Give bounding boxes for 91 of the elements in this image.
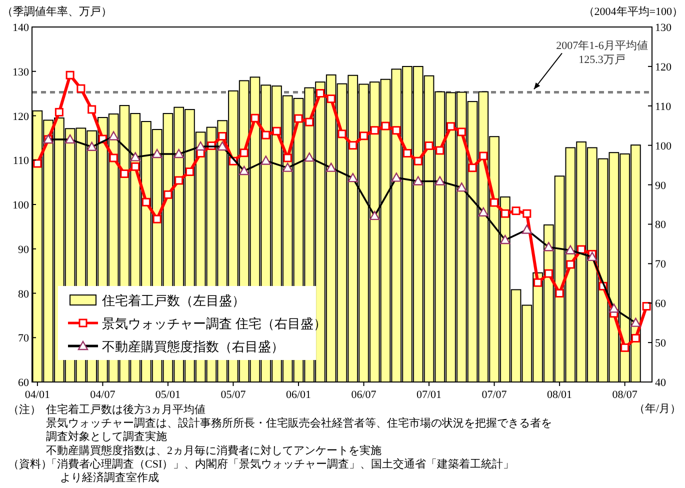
point [54, 108, 64, 116]
point [152, 214, 162, 224]
point [577, 245, 586, 254]
point [109, 154, 118, 162]
x-tick-label: 04/01 [24, 389, 50, 401]
point [436, 146, 444, 155]
y-tick-label: 60 [18, 377, 30, 389]
text: より経済調査室作成 [60, 471, 159, 484]
point [642, 302, 651, 311]
text: （注） [8, 403, 41, 416]
point [326, 94, 336, 104]
y2-axis-title: （2004年平均=100） [583, 6, 683, 18]
point [457, 128, 466, 136]
legend-label: 景気ウォッチャー調査 住宅（右目盛） [102, 316, 326, 331]
legend-label: 住宅着工戸数（左目盛） [101, 293, 245, 308]
point [522, 209, 532, 218]
ref-line-label: 2007年1-6月平均値 125.3万戸 [556, 40, 648, 66]
y-tick-label: 70 [18, 332, 30, 345]
y2-tick-label: 40 [655, 377, 666, 389]
x-tick-label: 06/07 [351, 389, 377, 401]
point [294, 114, 303, 123]
y-tick-label: 110 [12, 155, 30, 168]
x-tick-label: 06/01 [286, 389, 312, 401]
point [240, 148, 248, 158]
point [500, 209, 510, 218]
y-tick-label: 140 [12, 22, 30, 34]
y2-tick-label: 120 [655, 61, 672, 74]
point [403, 148, 412, 158]
y2-tick-label: 60 [655, 298, 666, 310]
text: 景気ウォッチャー調査は、設計事務所所長・住宅販売会社経営者等、住宅市場の状況を把握できる者を [46, 416, 552, 430]
text: 不動産購買態度指数は、2ヵ月毎に消費者に対してアンケートを実施 [46, 444, 382, 457]
point [555, 289, 564, 298]
point [305, 118, 314, 126]
point [142, 198, 150, 206]
y2-tick-label: 110 [655, 100, 672, 113]
x-tick-label: 07/01 [416, 389, 442, 401]
point [76, 84, 86, 93]
point [424, 141, 434, 150]
text: 調査対象として調査実施 [46, 430, 167, 444]
y2-tick-label: 70 [655, 258, 666, 271]
point [446, 122, 456, 131]
y-tick-label: 90 [18, 244, 30, 256]
y-axis-title: （季調値年率、万戸） [2, 5, 112, 18]
point [174, 176, 184, 185]
x-tick-label: 08/01 [547, 389, 572, 401]
legend-label: 不動産購買態度指数（右目盛） [102, 339, 284, 354]
point [272, 126, 281, 136]
point [360, 132, 368, 140]
point [250, 114, 260, 122]
point [479, 152, 488, 160]
point [66, 70, 74, 80]
point [348, 141, 358, 150]
point [490, 198, 499, 207]
x-tick-label: 08/07 [612, 389, 638, 401]
y2-tick-label: 50 [655, 338, 666, 350]
x-tick-label: 04/07 [90, 389, 116, 401]
point [468, 164, 477, 172]
x-axis-title: （年/月） [634, 403, 681, 415]
point [381, 122, 390, 130]
point [185, 168, 194, 176]
point [566, 260, 575, 269]
x-tick-label: 07/07 [482, 389, 508, 401]
point [316, 89, 324, 98]
point [414, 156, 422, 166]
point [218, 132, 227, 141]
point [620, 343, 630, 352]
point [283, 154, 292, 162]
point [262, 130, 270, 140]
point [534, 278, 542, 287]
point [338, 130, 346, 138]
point [392, 126, 401, 135]
point [164, 190, 172, 199]
y-tick-label: 130 [12, 66, 30, 78]
x-tick-label: 05/01 [155, 389, 180, 401]
x-tick-label: 05/07 [220, 389, 246, 401]
point [120, 169, 129, 178]
text: 住宅着工戸数は後方3ヵ月平均値 [46, 403, 206, 416]
point [631, 334, 640, 342]
point [88, 105, 96, 114]
point [33, 159, 42, 168]
point [544, 269, 553, 278]
y-tick-label: 120 [12, 110, 30, 123]
y2-tick-label: 130 [655, 22, 672, 34]
point [370, 126, 379, 135]
y2-tick-label: 90 [655, 180, 666, 192]
y-tick-label: 100 [12, 200, 30, 212]
point [512, 206, 520, 216]
y2-tick-label: 80 [655, 219, 666, 232]
point [131, 162, 140, 171]
y2-tick-label: 100 [655, 140, 672, 152]
y-tick-label: 80 [18, 288, 30, 300]
